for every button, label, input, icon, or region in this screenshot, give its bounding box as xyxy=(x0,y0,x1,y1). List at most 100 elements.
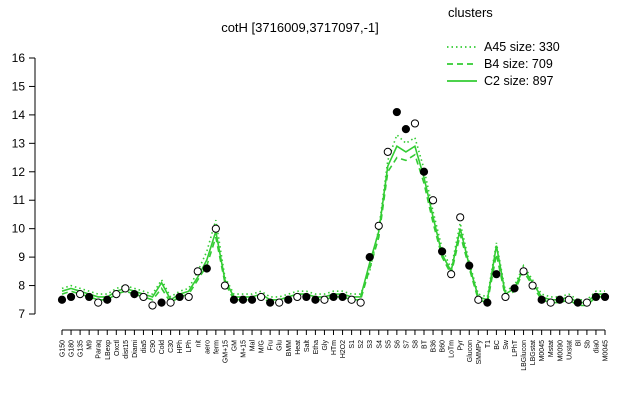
x-tick-label: Sw xyxy=(503,339,510,350)
x-tick-label: dist15 xyxy=(123,340,130,359)
x-tick-label: S6 xyxy=(394,340,401,349)
data-point xyxy=(247,295,257,304)
x-tick-label: Pyr xyxy=(458,339,465,350)
legend-title: clusters xyxy=(448,5,493,20)
data-point xyxy=(76,289,85,299)
x-tick-label: B36 xyxy=(431,340,438,353)
data-point xyxy=(302,292,311,302)
data-point xyxy=(94,298,103,307)
data-point xyxy=(555,295,564,304)
data-point xyxy=(438,247,447,256)
data-point xyxy=(284,295,293,304)
x-tick-label: Mstat xyxy=(548,340,555,357)
data-point xyxy=(112,289,121,299)
data-point xyxy=(103,295,112,304)
y-tick-label: 8 xyxy=(18,279,25,293)
x-tick-label: H2O2 xyxy=(340,340,347,358)
x-tick-label: Oxctl xyxy=(114,340,121,356)
x-tick-label: M+15 xyxy=(241,340,248,358)
x-tick-label: LoTm xyxy=(449,340,456,358)
data-point xyxy=(202,264,211,273)
x-tick-label: LPhT xyxy=(512,339,519,356)
x-tick-label: LBGstat xyxy=(530,340,537,365)
data-point xyxy=(338,292,347,302)
data-point xyxy=(311,295,320,304)
data-point xyxy=(528,281,537,290)
data-point xyxy=(365,253,374,262)
x-tick-label: B60 xyxy=(440,340,447,353)
x-tick-label: ferm xyxy=(213,340,220,354)
x-tick-label: G135 xyxy=(78,340,85,357)
x-tick-label: BMM xyxy=(286,340,293,357)
x-tick-label: LBexp xyxy=(105,340,112,360)
data-point xyxy=(139,292,148,302)
x-tick-label: Glu xyxy=(277,340,284,351)
data-point xyxy=(130,289,139,299)
x-tick-label: S7 xyxy=(403,340,410,349)
data-point xyxy=(275,298,284,307)
data-point xyxy=(220,281,229,290)
data-point xyxy=(211,224,220,233)
data-point xyxy=(266,298,275,307)
x-tick-label: GM+15 xyxy=(222,340,229,363)
legend-label: B4 size: 709 xyxy=(484,57,553,71)
data-point xyxy=(483,298,492,307)
x-tick-label: S8 xyxy=(412,340,419,349)
x-tick-label: HPh xyxy=(177,340,184,354)
data-point xyxy=(293,292,302,302)
x-tick-label: S5 xyxy=(385,340,392,349)
y-tick-label: 7 xyxy=(18,307,25,321)
x-tick-label: Etha xyxy=(313,340,320,355)
chart-title: cotH [3716009,3717097,-1] xyxy=(221,20,379,35)
data-point xyxy=(383,147,392,156)
y-tick-label: 10 xyxy=(12,222,26,236)
data-point xyxy=(121,284,130,293)
x-tick-label: M9 xyxy=(87,340,94,350)
data-point xyxy=(347,295,356,304)
x-tick-label: T1 xyxy=(485,340,492,348)
data-point xyxy=(329,292,338,302)
data-point xyxy=(356,298,365,307)
x-tick-label: HTm xyxy=(331,340,338,355)
data-point xyxy=(474,295,483,304)
series-line xyxy=(61,144,605,304)
data-point xyxy=(564,295,573,304)
data-point xyxy=(229,295,239,304)
y-tick-label: 15 xyxy=(12,79,26,93)
x-tick-label: dia0 xyxy=(593,340,600,353)
x-tick-label: LPh xyxy=(186,340,193,353)
x-tick-label: G180 xyxy=(69,340,76,357)
data-point xyxy=(320,295,329,304)
x-tick-label: G150 xyxy=(60,340,67,357)
data-point xyxy=(193,267,202,276)
data-point xyxy=(428,196,438,205)
data-point xyxy=(66,292,76,302)
x-tick-label: Diami xyxy=(132,340,139,358)
x-tick-label: dia5 xyxy=(141,340,148,353)
x-tick-label: M/G xyxy=(259,340,266,353)
x-tick-label: nit xyxy=(195,340,202,347)
data-point xyxy=(184,292,193,302)
y-tick-label: 13 xyxy=(12,136,26,150)
data-point xyxy=(166,298,175,307)
legend-label: C2 size: 897 xyxy=(484,74,554,88)
x-tick-label: Sb xyxy=(584,340,591,349)
y-tick-label: 9 xyxy=(18,250,25,264)
data-point xyxy=(510,284,519,293)
x-tick-label: aero xyxy=(204,340,211,354)
x-tick-label: Glucon xyxy=(467,340,474,362)
x-tick-label: M0090 xyxy=(557,340,564,362)
data-point xyxy=(501,292,510,302)
x-tick-label: S1 xyxy=(349,340,356,349)
data-point xyxy=(519,267,528,276)
y-tick-label: 12 xyxy=(12,165,26,179)
data-point xyxy=(582,298,592,307)
x-tick-label: S4 xyxy=(376,340,383,349)
data-point xyxy=(85,292,94,302)
data-point xyxy=(537,295,546,304)
y-tick-label: 16 xyxy=(12,51,26,65)
data-point xyxy=(57,295,67,304)
data-point xyxy=(465,261,474,270)
x-tick-label: Fru xyxy=(268,340,275,351)
